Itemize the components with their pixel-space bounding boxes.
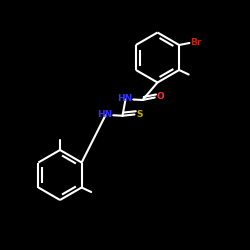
Text: Br: Br [190,38,202,48]
Text: S: S [136,110,143,119]
Text: HN: HN [117,94,132,103]
Text: O: O [157,92,164,101]
Text: HN: HN [97,110,112,119]
